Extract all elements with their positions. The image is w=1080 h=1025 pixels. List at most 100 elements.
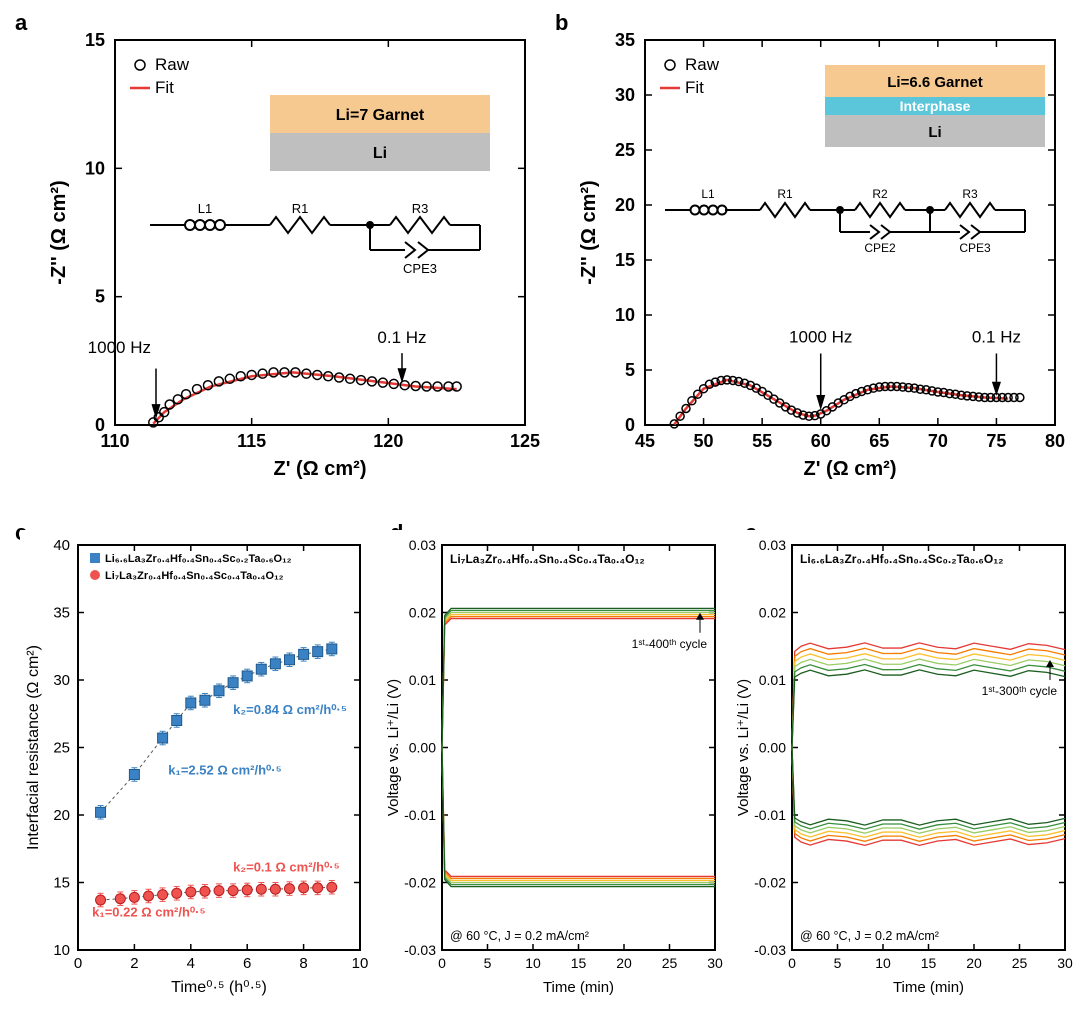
svg-text:10: 10 bbox=[85, 158, 105, 178]
svg-text:40: 40 bbox=[53, 537, 70, 554]
svg-text:Time (min): Time (min) bbox=[543, 979, 614, 996]
svg-text:Time (min): Time (min) bbox=[893, 979, 964, 996]
svg-text:0.02: 0.02 bbox=[759, 605, 786, 621]
svg-text:0: 0 bbox=[95, 415, 105, 435]
svg-text:R1: R1 bbox=[292, 201, 309, 216]
svg-text:Li₇La₃Zr₀.₄Hf₀.₄Sn₀.₄Sc₀.₄Ta₀.: Li₇La₃Zr₀.₄Hf₀.₄Sn₀.₄Sc₀.₄Ta₀.₄O₁₂ bbox=[105, 570, 284, 582]
svg-text:Voltage vs. Li⁺/Li (V): Voltage vs. Li⁺/Li (V) bbox=[385, 679, 402, 816]
panel-b-svg: 455055606570758005101520253035Z' (Ω cm²)… bbox=[570, 20, 1070, 500]
svg-text:Interphase: Interphase bbox=[900, 98, 971, 114]
svg-text:k₁=2.52 Ω cm²/h⁰·⁵: k₁=2.52 Ω cm²/h⁰·⁵ bbox=[168, 763, 281, 778]
svg-text:5: 5 bbox=[625, 360, 635, 380]
svg-text:15: 15 bbox=[921, 955, 937, 971]
label-a: a bbox=[15, 10, 27, 36]
svg-text:5: 5 bbox=[95, 287, 105, 307]
svg-text:Li: Li bbox=[373, 145, 387, 162]
svg-text:20: 20 bbox=[616, 955, 632, 971]
svg-text:R2: R2 bbox=[872, 187, 888, 201]
svg-text:70: 70 bbox=[928, 431, 948, 451]
svg-text:10: 10 bbox=[525, 955, 541, 971]
svg-text:15: 15 bbox=[571, 955, 587, 971]
svg-text:30: 30 bbox=[707, 955, 723, 971]
svg-text:15: 15 bbox=[615, 250, 635, 270]
svg-text:5: 5 bbox=[484, 955, 492, 971]
svg-text:@ 60 °C, J = 0.2 mA/cm²: @ 60 °C, J = 0.2 mA/cm² bbox=[800, 929, 939, 943]
svg-text:0: 0 bbox=[788, 955, 796, 971]
figure: a b c d e 110115120125051015Z' (Ω cm²)-Z… bbox=[10, 10, 1070, 1015]
svg-text:Li: Li bbox=[928, 124, 941, 141]
svg-text:15: 15 bbox=[53, 875, 70, 892]
svg-text:0: 0 bbox=[438, 955, 446, 971]
svg-text:Fit: Fit bbox=[155, 78, 174, 97]
svg-text:0.02: 0.02 bbox=[409, 605, 436, 621]
svg-text:@ 60 °C, J = 0.2 mA/cm²: @ 60 °C, J = 0.2 mA/cm² bbox=[450, 929, 589, 943]
svg-text:35: 35 bbox=[53, 605, 70, 622]
svg-text:Raw: Raw bbox=[685, 55, 720, 74]
svg-text:65: 65 bbox=[869, 431, 889, 451]
svg-text:25: 25 bbox=[1012, 955, 1028, 971]
svg-text:0.03: 0.03 bbox=[759, 537, 786, 553]
panel-e-svg: 051015202530-0.03-0.02-0.010.000.010.020… bbox=[730, 530, 1075, 1010]
panel-d-svg: 051015202530-0.03-0.02-0.010.000.010.020… bbox=[380, 530, 725, 1010]
panel-c-svg: 024681010152025303540Time⁰·⁵ (h⁰·⁵)Inter… bbox=[20, 530, 370, 1010]
label-b: b bbox=[555, 10, 568, 36]
svg-text:0.00: 0.00 bbox=[759, 740, 786, 756]
svg-text:0: 0 bbox=[74, 955, 82, 972]
svg-text:20: 20 bbox=[966, 955, 982, 971]
svg-text:Fit: Fit bbox=[685, 78, 704, 97]
panel-e: 051015202530-0.03-0.02-0.010.000.010.020… bbox=[730, 530, 1075, 1010]
svg-text:0.01: 0.01 bbox=[409, 672, 436, 688]
panel-a: 110115120125051015Z' (Ω cm²)-Z'' (Ω cm²)… bbox=[40, 20, 540, 500]
svg-text:4: 4 bbox=[187, 955, 195, 972]
svg-text:-0.01: -0.01 bbox=[404, 807, 436, 823]
svg-text:0.03: 0.03 bbox=[409, 537, 436, 553]
svg-text:k₂=0.1 Ω cm²/h⁰·⁵: k₂=0.1 Ω cm²/h⁰·⁵ bbox=[233, 860, 340, 875]
svg-text:1ˢᵗ-300ᵗʰ cycle: 1ˢᵗ-300ᵗʰ cycle bbox=[982, 684, 1058, 698]
svg-text:R3: R3 bbox=[962, 187, 978, 201]
svg-text:CPE3: CPE3 bbox=[403, 261, 437, 276]
svg-text:10: 10 bbox=[352, 955, 369, 972]
svg-text:10: 10 bbox=[875, 955, 891, 971]
svg-text:30: 30 bbox=[615, 85, 635, 105]
svg-text:1000 Hz: 1000 Hz bbox=[789, 328, 852, 347]
svg-text:60: 60 bbox=[811, 431, 831, 451]
svg-text:Li₆.₆La₃Zr₀.₄Hf₀.₄Sn₀.₄Sc₀.₂Ta: Li₆.₆La₃Zr₀.₄Hf₀.₄Sn₀.₄Sc₀.₂Ta₀.₆O₁₂ bbox=[800, 552, 1004, 566]
svg-text:R3: R3 bbox=[412, 201, 429, 216]
svg-text:Raw: Raw bbox=[155, 55, 190, 74]
svg-text:25: 25 bbox=[662, 955, 678, 971]
svg-text:1ˢᵗ-400ᵗʰ cycle: 1ˢᵗ-400ᵗʰ cycle bbox=[632, 637, 708, 651]
svg-text:-0.03: -0.03 bbox=[404, 942, 436, 958]
svg-text:Voltage vs. Li⁺/Li (V): Voltage vs. Li⁺/Li (V) bbox=[735, 679, 752, 816]
svg-text:2: 2 bbox=[130, 955, 138, 972]
svg-text:0.1 Hz: 0.1 Hz bbox=[377, 328, 426, 347]
svg-text:20: 20 bbox=[53, 807, 70, 824]
svg-text:-0.02: -0.02 bbox=[754, 875, 786, 891]
svg-text:125: 125 bbox=[510, 431, 540, 451]
svg-text:-Z'' (Ω cm²): -Z'' (Ω cm²) bbox=[48, 180, 70, 284]
svg-text:-Z'' (Ω cm²): -Z'' (Ω cm²) bbox=[578, 180, 600, 284]
svg-text:5: 5 bbox=[834, 955, 842, 971]
svg-text:75: 75 bbox=[986, 431, 1006, 451]
panel-a-svg: 110115120125051015Z' (Ω cm²)-Z'' (Ω cm²)… bbox=[40, 20, 540, 500]
svg-text:Li=6.6 Garnet: Li=6.6 Garnet bbox=[887, 74, 982, 91]
svg-text:Li₆.₆La₃Zr₀.₄Hf₀.₄Sn₀.₄Sc₀.₂Ta: Li₆.₆La₃Zr₀.₄Hf₀.₄Sn₀.₄Sc₀.₂Ta₀.₆O₁₂ bbox=[105, 553, 292, 565]
svg-text:-0.02: -0.02 bbox=[404, 875, 436, 891]
svg-text:15: 15 bbox=[85, 30, 105, 50]
svg-text:10: 10 bbox=[615, 305, 635, 325]
svg-text:Z' (Ω cm²): Z' (Ω cm²) bbox=[803, 458, 896, 480]
svg-text:k₂=0.84 Ω cm²/h⁰·⁵: k₂=0.84 Ω cm²/h⁰·⁵ bbox=[233, 702, 347, 717]
svg-text:Time⁰·⁵ (h⁰·⁵): Time⁰·⁵ (h⁰·⁵) bbox=[171, 979, 267, 996]
svg-text:0.01: 0.01 bbox=[759, 672, 786, 688]
svg-text:Li₇La₃Zr₀.₄Hf₀.₄Sn₀.₄Sc₀.₄Ta₀.: Li₇La₃Zr₀.₄Hf₀.₄Sn₀.₄Sc₀.₄Ta₀.₄O₁₂ bbox=[450, 552, 645, 566]
svg-text:Interfacial resistance (Ω cm²): Interfacial resistance (Ω cm²) bbox=[25, 645, 42, 850]
svg-text:30: 30 bbox=[1057, 955, 1073, 971]
svg-text:25: 25 bbox=[615, 140, 635, 160]
svg-text:CPE3: CPE3 bbox=[959, 241, 991, 255]
svg-text:0.1 Hz: 0.1 Hz bbox=[972, 328, 1021, 347]
svg-text:10: 10 bbox=[53, 942, 70, 959]
svg-text:k₁=0.22 Ω cm²/h⁰·⁵: k₁=0.22 Ω cm²/h⁰·⁵ bbox=[92, 904, 205, 919]
svg-text:45: 45 bbox=[635, 431, 655, 451]
svg-text:CPE2: CPE2 bbox=[864, 241, 896, 255]
svg-text:20: 20 bbox=[615, 195, 635, 215]
svg-text:55: 55 bbox=[752, 431, 772, 451]
